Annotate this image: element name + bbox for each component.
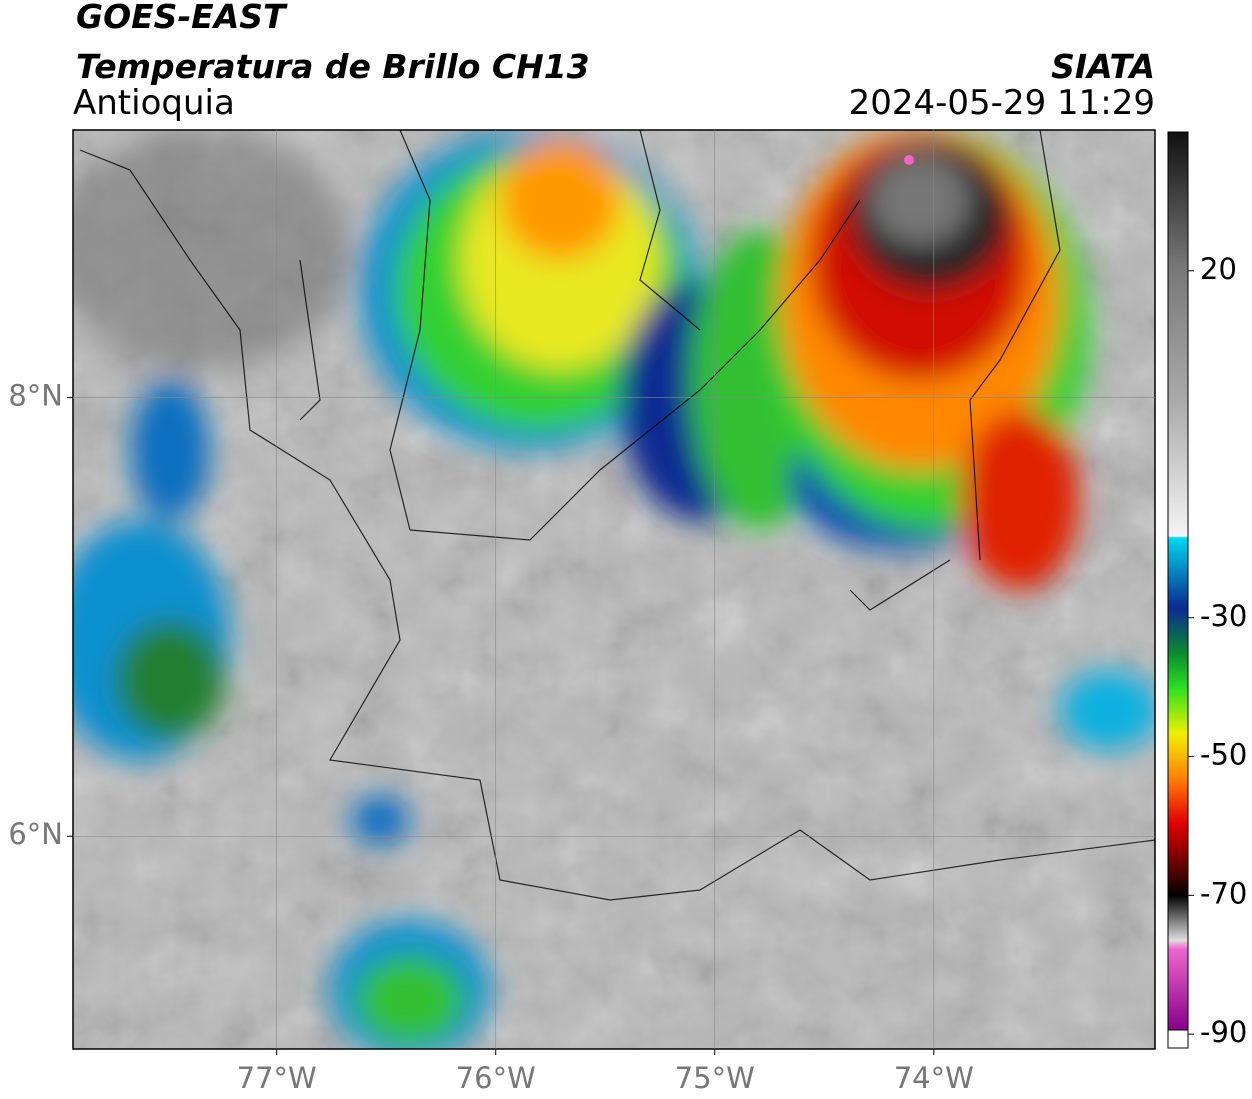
x-tick-label: 75°W [675,1061,755,1095]
colorbar-tick-label: -50 [1200,738,1247,772]
colorbar-tick-label: -90 [1200,1015,1247,1049]
colorbar-frame [1167,131,1189,1049]
x-tick-label: 74°W [894,1061,974,1095]
colorbar-tick-label: -70 [1200,876,1247,910]
imagery [73,130,1155,1049]
colorbar-tick-label: 20 [1200,252,1237,286]
product: Temperatura de Brillo CH13 [76,47,590,86]
colorbar [1168,132,1188,1030]
header: GOES-EAST Temperatura de Brillo CH13 Ant… [73,0,1155,123]
region: Antioquia [73,83,235,123]
colorbar-under [1167,1029,1189,1049]
map-frame [72,129,1156,1050]
satellite: GOES-EAST [76,0,288,36]
y-tick-label: 8°N [8,379,63,413]
colorbar-tick-label: -30 [1200,599,1247,633]
x-tick-label: 76°W [456,1061,536,1095]
timestamp: 2024-05-29 11:29 [849,83,1155,123]
y-tick-label: 6°N [8,817,63,851]
source: SIATA [1051,47,1155,86]
x-tick-label: 77°W [237,1061,317,1095]
